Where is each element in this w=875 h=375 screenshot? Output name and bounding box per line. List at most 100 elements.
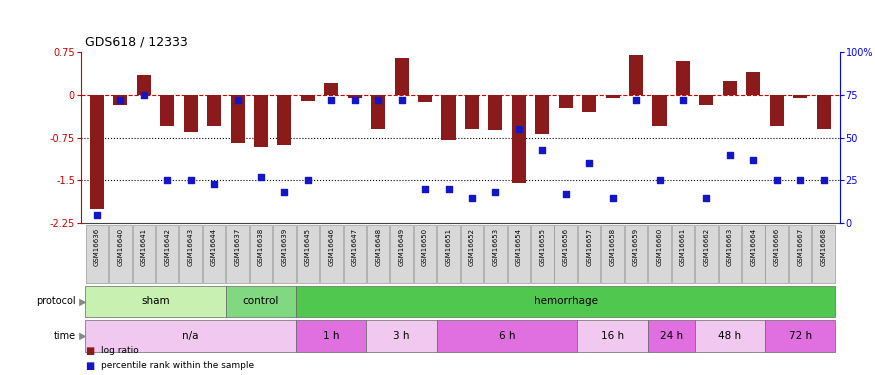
Text: GSM16645: GSM16645 xyxy=(304,228,311,266)
Text: GSM16641: GSM16641 xyxy=(141,228,147,266)
Bar xyxy=(367,225,389,283)
Point xyxy=(629,97,643,103)
Text: GSM16640: GSM16640 xyxy=(117,228,123,266)
Text: time: time xyxy=(54,331,76,341)
Point xyxy=(653,177,667,183)
Text: log ratio: log ratio xyxy=(101,346,138,355)
Bar xyxy=(461,225,483,283)
Text: GSM16656: GSM16656 xyxy=(563,228,569,266)
Bar xyxy=(718,225,741,283)
Text: n/a: n/a xyxy=(182,331,199,341)
Bar xyxy=(254,95,268,147)
Bar xyxy=(770,95,784,126)
Bar xyxy=(765,320,836,352)
Text: 1 h: 1 h xyxy=(323,331,340,341)
Bar xyxy=(227,225,248,283)
Bar xyxy=(86,225,108,283)
Bar xyxy=(648,225,671,283)
Text: GSM16660: GSM16660 xyxy=(656,228,662,266)
Bar xyxy=(296,286,836,317)
Bar xyxy=(536,95,550,134)
Text: GSM16668: GSM16668 xyxy=(821,228,827,266)
Point xyxy=(160,177,174,183)
Point xyxy=(723,152,737,158)
Text: GSM16662: GSM16662 xyxy=(704,228,710,266)
Point xyxy=(582,160,596,166)
Bar xyxy=(301,95,315,101)
Bar xyxy=(816,95,830,129)
Bar xyxy=(438,225,459,283)
Bar xyxy=(531,225,554,283)
Bar xyxy=(325,82,339,95)
Text: GSM16659: GSM16659 xyxy=(633,228,639,266)
Text: GSM16666: GSM16666 xyxy=(774,228,780,266)
Text: GSM16644: GSM16644 xyxy=(211,228,217,266)
Point xyxy=(816,177,830,183)
Bar xyxy=(184,95,198,132)
Text: GSM16658: GSM16658 xyxy=(610,228,616,266)
Bar xyxy=(367,320,437,352)
Text: GSM16642: GSM16642 xyxy=(164,228,171,266)
Bar xyxy=(395,58,409,95)
Bar xyxy=(414,225,437,283)
Bar xyxy=(676,61,690,95)
Text: GSM16648: GSM16648 xyxy=(375,228,382,266)
Bar xyxy=(742,225,765,283)
Bar xyxy=(203,225,226,283)
Bar xyxy=(465,95,479,129)
Bar xyxy=(672,225,694,283)
Bar xyxy=(109,225,131,283)
Point xyxy=(230,97,244,103)
Bar xyxy=(695,320,765,352)
Bar xyxy=(766,225,788,283)
Text: GSM16652: GSM16652 xyxy=(469,228,475,266)
Point xyxy=(442,186,456,192)
Text: GSM16649: GSM16649 xyxy=(399,228,404,266)
Text: GSM16655: GSM16655 xyxy=(539,228,545,266)
Text: GSM16646: GSM16646 xyxy=(328,228,334,266)
Text: protocol: protocol xyxy=(37,297,76,306)
Point xyxy=(254,174,268,180)
Text: GDS618 / 12333: GDS618 / 12333 xyxy=(85,36,187,49)
Bar xyxy=(812,225,835,283)
Bar xyxy=(606,95,620,98)
Point xyxy=(559,191,573,197)
Point xyxy=(325,97,339,103)
Bar xyxy=(442,95,456,140)
Point xyxy=(347,97,361,103)
Text: GSM16667: GSM16667 xyxy=(797,228,803,266)
Bar xyxy=(789,225,811,283)
Bar xyxy=(277,95,291,145)
Bar xyxy=(90,95,104,209)
Text: GSM16647: GSM16647 xyxy=(352,228,358,266)
Bar xyxy=(136,75,150,95)
Point xyxy=(512,126,526,132)
Point xyxy=(793,177,807,183)
Bar xyxy=(132,225,155,283)
Bar xyxy=(578,225,600,283)
Bar xyxy=(578,320,648,352)
Text: GSM16638: GSM16638 xyxy=(258,228,264,266)
Text: GSM16637: GSM16637 xyxy=(234,228,241,266)
Point xyxy=(114,97,128,103)
Point xyxy=(746,157,760,163)
Point xyxy=(136,92,150,98)
Bar xyxy=(793,95,807,98)
Text: ▶: ▶ xyxy=(76,331,87,341)
Bar xyxy=(723,81,737,95)
Bar xyxy=(297,225,319,283)
Bar xyxy=(746,72,760,95)
Bar xyxy=(347,95,361,98)
Point xyxy=(418,186,432,192)
Bar xyxy=(695,225,717,283)
Bar xyxy=(559,95,573,108)
Bar xyxy=(249,225,272,283)
Bar xyxy=(160,95,174,126)
Point xyxy=(536,147,550,153)
Point xyxy=(184,177,198,183)
Bar xyxy=(344,225,366,283)
Bar xyxy=(512,95,526,183)
Point xyxy=(277,189,291,195)
Text: control: control xyxy=(242,297,279,306)
Bar xyxy=(85,320,296,352)
